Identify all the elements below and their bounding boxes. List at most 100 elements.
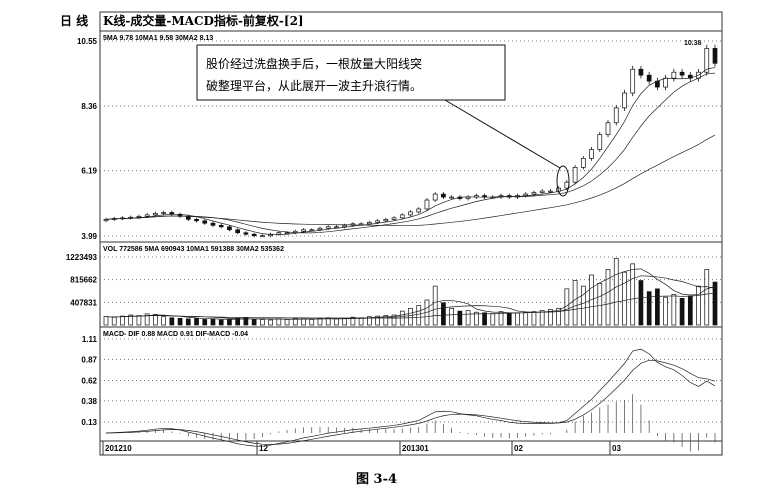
price-ma5-line [105,67,716,235]
period-label: 日 线 [60,13,88,28]
candle [605,122,611,135]
volume-bar [597,282,603,326]
candle [638,68,644,76]
volume-tick-label: 815662 [70,276,97,285]
candle [375,220,380,223]
macd-dea-line [105,359,716,445]
volume-bar [482,312,487,326]
volume-bar [696,285,701,326]
volume-bar [169,317,175,326]
peak-label: 10.38 [684,40,702,47]
volume-bar [383,315,389,326]
volume-bar [506,312,512,326]
volume-bar [498,311,504,326]
volume-bar [177,317,183,326]
volume-bar [367,316,372,326]
volume-bar [580,285,586,326]
date-tick-label: 02 [514,444,523,453]
candle [646,74,652,82]
volume-bar [523,311,529,326]
candle [260,235,265,238]
volume-bar [268,319,273,326]
candle [194,219,199,222]
volume-bar [432,285,438,326]
candle [161,212,166,214]
volume-bar [128,314,134,326]
date-tick-label: 03 [612,444,621,453]
volume-bar [671,294,677,326]
volume-legend: VOL 772586 5MA 690943 10MA1 591388 30MA2… [103,246,284,253]
candle [663,77,668,88]
candle [539,190,545,193]
candle [251,233,257,237]
volume-bar [441,302,446,326]
macd-dif-line [105,348,716,447]
volume-bar [655,288,660,326]
candle [391,217,397,220]
chart-frame [99,11,723,456]
price-tick-label: 8.36 [81,102,97,111]
candle [202,220,208,224]
volume-bar [120,315,125,326]
candle [580,158,586,168]
volume-bar [210,318,216,326]
volume-bar [136,315,142,326]
volume-bar [630,263,636,326]
volume-bar [194,317,199,326]
volume-bar [111,316,117,326]
volume-bar [375,315,380,326]
volume-bar [276,318,282,326]
candle [548,190,553,193]
volume-bar [202,319,208,326]
volume-bar [284,319,290,326]
volume-bar [342,317,348,326]
candle [334,226,339,229]
volume-bar [663,296,668,326]
annotation: 股价经过洗盘换手后，一根放量大阳线突 破整理平台，从此展开一波主升浪行情。 [196,44,570,197]
price-tick-label: 10.55 [77,37,98,46]
volume-bar [556,307,561,326]
macd-tick-label: 0.13 [81,418,97,427]
volume-bar [103,316,109,326]
volume-bar [408,307,413,326]
volume-bar [260,319,265,326]
volume-bar [605,269,611,326]
price-ma30-line [105,134,716,226]
annotation-box [196,44,506,101]
annotation-pointer [444,99,561,169]
volume-tick-label: 1223493 [66,253,98,262]
candle [153,213,158,216]
volume-bar [309,319,315,326]
volume-bar [679,297,685,326]
chart-title: K线-成交量-MACD指标-前复权-[2] [103,13,304,28]
candle [424,199,430,210]
volume-bar [515,312,520,326]
volume-bar [449,307,454,326]
macd-tick-label: 0.38 [81,397,97,406]
volume-bar [218,319,224,326]
macd-tick-label: 0.62 [81,377,97,386]
candle [284,232,290,235]
price-tick-label: 6.19 [81,167,97,176]
volume-bar [589,274,594,326]
volume-bar [144,313,150,326]
date-tick-label: 12 [259,444,268,453]
candle [309,229,315,232]
candle [704,48,710,73]
candle [301,229,306,232]
volume-bar [548,309,553,326]
candle [613,107,619,124]
volume-bar [457,310,463,326]
candle [523,193,529,196]
volume-bar [391,314,397,326]
date-tick-label: 201210 [105,444,132,453]
volume-bar [539,310,545,326]
candle [317,227,323,231]
candle [383,219,389,222]
volume-bar [334,318,339,326]
volume-ma5-line [105,268,716,320]
price-tick-label: 3.99 [81,232,97,241]
candle [235,229,241,234]
macd-legend: MACD- DIF 0.88 MACD 0.91 DIF-MACD -0.04 [103,331,248,338]
volume-bar [358,317,364,326]
